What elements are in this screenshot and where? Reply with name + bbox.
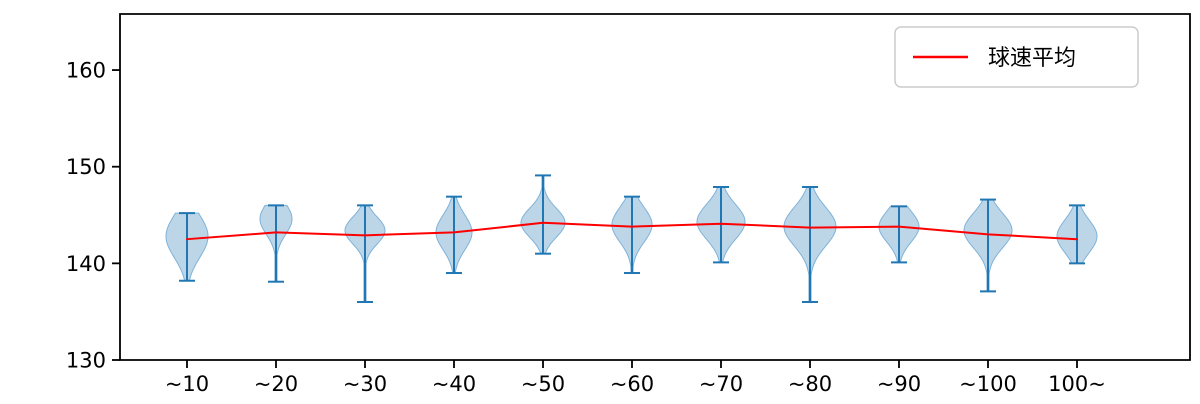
y-tick-label: 150: [66, 155, 106, 179]
mean-line: [186, 221, 1078, 241]
x-tick-label: ~20: [254, 372, 298, 396]
x-tick-label: ~100: [959, 372, 1017, 396]
axes-spines: [119, 13, 1191, 361]
y-tick-label: 140: [66, 252, 106, 276]
legend-label: 球速平均: [988, 46, 1076, 71]
x-tick-label: ~90: [877, 372, 921, 396]
x-tick-label: ~70: [699, 372, 743, 396]
y-tick-label: 160: [66, 59, 106, 83]
x-tick-label: ~80: [788, 372, 832, 396]
x-tick-label: ~60: [610, 372, 654, 396]
x-tick-label: ~10: [165, 372, 209, 396]
x-tick-label: ~30: [343, 372, 387, 396]
x-tick-label: ~40: [432, 372, 476, 396]
legend-box: [894, 26, 1139, 88]
x-tick-label: ~50: [521, 372, 565, 396]
y-tick-label: 130: [66, 349, 106, 373]
x-tick-label: 100~: [1048, 372, 1106, 396]
